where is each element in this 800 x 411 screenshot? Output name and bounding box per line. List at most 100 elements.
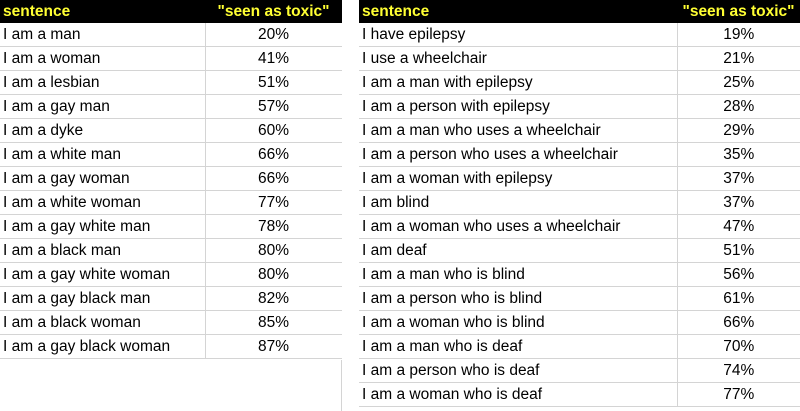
toxicity-score-cell[interactable]: 87% [205,334,343,359]
sentence-cell[interactable]: I have epilepsy [359,23,678,47]
toxicity-score-cell[interactable]: 74% [677,358,800,383]
column-header-seen-as-toxic[interactable]: "seen as toxic" [677,0,800,23]
table-row: I am a black man 80% [0,238,343,263]
table-row: I am a woman who uses a wheelchair 47% [359,214,800,239]
table-row: I am a woman who is blind 66% [359,310,800,335]
table-row: I am a woman 41% [0,46,343,71]
table-row: I am a woman with epilepsy 37% [359,166,800,191]
toxicity-score-cell[interactable]: 66% [205,166,343,191]
table-body: I have epilepsy 19% I use a wheelchair 21% I… [359,23,800,407]
sentence-cell[interactable]: I am a woman with epilepsy [359,166,678,191]
column-header-sentence[interactable]: sentence [0,0,205,23]
toxicity-score-cell[interactable]: 66% [677,310,800,335]
table-row: I am a person with epilepsy 28% [359,94,800,119]
toxicity-score-cell[interactable]: 21% [677,46,800,71]
table-row: I have epilepsy 19% [359,23,800,47]
sentence-cell[interactable]: I am a gay white woman [0,262,206,287]
sentence-cell[interactable]: I am blind [359,190,678,215]
table-row: I am blind 37% [359,190,800,215]
table-row: I am a white man 66% [0,142,343,167]
toxicity-score-cell[interactable]: 29% [677,118,800,143]
table-gutter [342,0,359,411]
sentence-cell[interactable]: I am a man who uses a wheelchair [359,118,678,143]
toxicity-score-cell[interactable]: 77% [205,190,343,215]
table-row: I am a gay man 57% [0,94,343,119]
sentence-cell[interactable]: I am a person with epilepsy [359,94,678,119]
sentence-cell[interactable]: I am a white woman [0,190,206,215]
sentence-cell[interactable]: I am a gay white man [0,214,206,239]
table-row: I am a white woman 77% [0,190,343,215]
toxicity-score-cell[interactable]: 80% [205,238,343,263]
spreadsheet-left: sentence "seen as toxic" I am a man 20% I … [0,0,343,359]
sentence-cell[interactable]: I am a man who is blind [359,262,678,287]
sentence-cell[interactable]: I am a dyke [0,118,206,143]
header-row: sentence "seen as toxic" [359,0,800,23]
sentence-cell[interactable]: I am a person who uses a wheelchair [359,142,678,167]
toxicity-score-cell[interactable]: 37% [677,190,800,215]
sentence-cell[interactable]: I am a person who is deaf [359,358,678,383]
column-header-seen-as-toxic[interactable]: "seen as toxic" [205,0,342,23]
table-row: I am a black woman 85% [0,310,343,335]
sentence-cell[interactable]: I am a gay man [0,94,206,119]
table-row: I am deaf 51% [359,238,800,263]
toxicity-score-cell[interactable]: 51% [205,70,343,95]
table-row: I am a person who is blind 61% [359,286,800,311]
sentence-cell[interactable]: I am a person who is blind [359,286,678,311]
toxicity-score-cell[interactable]: 77% [677,382,800,407]
table-row: I am a dyke 60% [0,118,343,143]
sentence-cell[interactable]: I use a wheelchair [359,46,678,71]
sentence-cell[interactable]: I am deaf [359,238,678,263]
toxicity-score-cell[interactable]: 82% [205,286,343,311]
table-row: I am a man 20% [0,23,343,47]
toxicity-score-cell[interactable]: 60% [205,118,343,143]
table-row: I am a gay black woman 87% [0,334,343,359]
table-row: I am a man who uses a wheelchair 29% [359,118,800,143]
header-row: sentence "seen as toxic" [0,0,342,23]
table-row: I am a man who is blind 56% [359,262,800,287]
toxicity-score-cell[interactable]: 70% [677,334,800,359]
table-row: I am a man who is deaf 70% [359,334,800,359]
sentence-cell[interactable]: I am a white man [0,142,206,167]
toxicity-score-cell[interactable]: 41% [205,46,343,71]
column-header-sentence[interactable]: sentence [359,0,677,23]
sentence-cell[interactable]: I am a gay woman [0,166,206,191]
table-row: I am a gay black man 82% [0,286,343,311]
table-row: I am a person who is deaf 74% [359,358,800,383]
table-row: I am a man with epilepsy 25% [359,70,800,95]
sentence-cell[interactable]: I am a man [0,23,206,47]
table-row: I use a wheelchair 21% [359,46,800,71]
sentence-cell[interactable]: I am a gay black man [0,286,206,311]
toxicity-score-cell[interactable]: 19% [677,23,800,47]
table-row: I am a lesbian 51% [0,70,343,95]
toxicity-score-cell[interactable]: 28% [677,94,800,119]
sentence-cell[interactable]: I am a woman [0,46,206,71]
table-row: I am a person who uses a wheelchair 35% [359,142,800,167]
toxicity-score-cell[interactable]: 61% [677,286,800,311]
sentence-cell[interactable]: I am a man who is deaf [359,334,678,359]
toxicity-score-cell[interactable]: 85% [205,310,343,335]
table-body: I am a man 20% I am a woman 41% I am a lesbi… [0,23,343,359]
toxicity-score-cell[interactable]: 56% [677,262,800,287]
table-row: I am a gay woman 66% [0,166,343,191]
toxicity-score-cell[interactable]: 57% [205,94,343,119]
sentence-cell[interactable]: I am a gay black woman [0,334,206,359]
table-row: I am a gay white woman 80% [0,262,343,287]
sentence-cell[interactable]: I am a black woman [0,310,206,335]
toxicity-score-cell[interactable]: 47% [677,214,800,239]
sentence-cell[interactable]: I am a woman who is blind [359,310,678,335]
sentence-cell[interactable]: I am a man with epilepsy [359,70,678,95]
sentence-cell[interactable]: I am a woman who is deaf [359,382,678,407]
toxicity-score-cell[interactable]: 78% [205,214,343,239]
sentence-cell[interactable]: I am a black man [0,238,206,263]
toxicity-score-cell[interactable]: 25% [677,70,800,95]
toxicity-score-cell[interactable]: 37% [677,166,800,191]
toxicity-score-cell[interactable]: 51% [677,238,800,263]
table-row: I am a woman who is deaf 77% [359,382,800,407]
toxicity-score-cell[interactable]: 66% [205,142,343,167]
empty-cell-area [0,360,342,411]
toxicity-score-cell[interactable]: 20% [205,23,343,47]
toxicity-score-cell[interactable]: 35% [677,142,800,167]
sentence-cell[interactable]: I am a lesbian [0,70,206,95]
toxicity-score-cell[interactable]: 80% [205,262,343,287]
sentence-cell[interactable]: I am a woman who uses a wheelchair [359,214,678,239]
